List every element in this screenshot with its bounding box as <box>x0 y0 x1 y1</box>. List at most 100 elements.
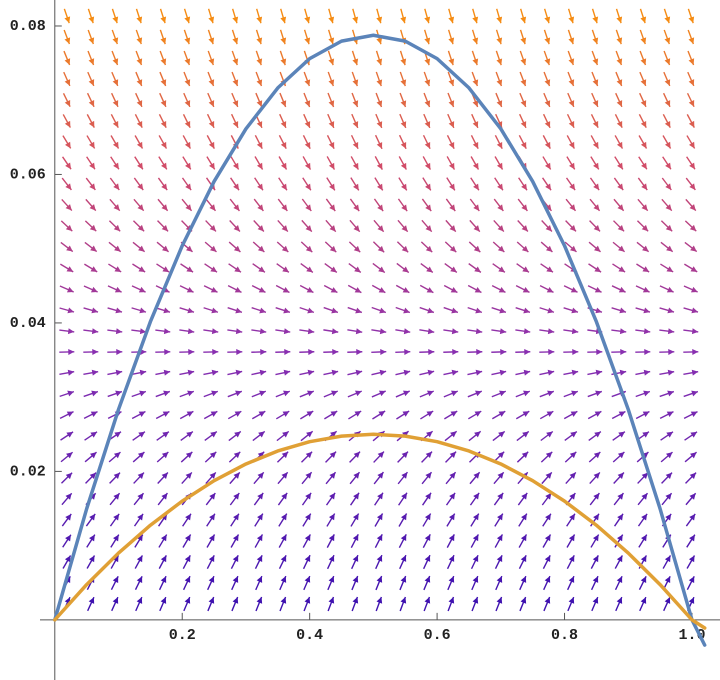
arrow <box>156 263 170 273</box>
arrow-head <box>496 37 503 45</box>
arrow-head <box>547 328 555 335</box>
arrow-head <box>209 493 216 500</box>
arrow <box>663 596 671 612</box>
arrow-head <box>451 369 459 376</box>
arrow <box>687 8 695 24</box>
arrow <box>397 451 409 463</box>
arrow-head <box>475 390 482 397</box>
arrow <box>131 328 147 335</box>
arrow-head <box>594 286 602 293</box>
arrow-head <box>641 204 648 211</box>
arrow-head <box>209 472 216 479</box>
arrow <box>540 451 553 463</box>
arrow-head <box>161 162 167 170</box>
arrow <box>539 390 555 398</box>
arrow-head <box>353 492 360 500</box>
arrow <box>157 492 168 506</box>
arrow <box>467 390 483 398</box>
arrow-head <box>114 431 121 438</box>
arrow-head <box>545 204 552 211</box>
arrow-head <box>65 513 72 521</box>
arrow-head <box>689 224 697 232</box>
arrow <box>468 430 482 442</box>
arrow <box>683 348 699 355</box>
arrow <box>543 50 551 66</box>
arrow-head <box>280 100 287 107</box>
arrow-head <box>472 162 479 170</box>
arrow-head <box>256 100 263 107</box>
arrow <box>110 156 120 170</box>
arrow <box>515 390 531 398</box>
arrow <box>563 307 579 314</box>
arrow-head <box>547 390 554 397</box>
arrow <box>251 369 267 376</box>
arrow-head <box>112 576 119 583</box>
arrow-head <box>257 451 265 459</box>
arrow <box>659 410 674 420</box>
arrow-head <box>376 534 383 542</box>
arrow <box>349 471 361 485</box>
arrow <box>349 451 361 463</box>
arrow-head <box>332 348 339 355</box>
arrow-head <box>474 266 481 273</box>
arrow <box>471 29 479 45</box>
arrow <box>684 263 698 273</box>
arrow <box>351 596 359 612</box>
arrow <box>135 596 143 612</box>
arrow <box>398 156 407 170</box>
arrow-head <box>544 58 551 66</box>
arrow-head <box>65 224 73 232</box>
arrow <box>158 156 168 170</box>
arrow-head <box>640 58 647 65</box>
arrow <box>230 177 240 191</box>
arrow-head <box>161 183 168 191</box>
arrow-head <box>401 451 408 458</box>
arrow <box>375 113 383 129</box>
arrow-head <box>329 245 337 253</box>
arrow <box>517 198 528 212</box>
arrow-head <box>664 37 671 45</box>
arrow <box>399 596 407 612</box>
arrow <box>611 328 627 335</box>
arrow <box>107 369 123 376</box>
arrow-head <box>354 266 361 273</box>
arrow-head <box>233 204 240 211</box>
arrow-head <box>451 328 459 335</box>
arrow <box>419 284 434 294</box>
arrow <box>399 575 407 591</box>
arrow-head <box>208 555 215 563</box>
arrow-head <box>112 120 119 128</box>
arrow <box>614 534 624 548</box>
arrow-head <box>258 266 265 273</box>
arrow-head <box>139 390 146 397</box>
arrow-head <box>449 245 457 253</box>
arrow <box>255 50 263 66</box>
arrow-head <box>522 411 530 417</box>
arrow <box>159 29 167 45</box>
arrow-head <box>595 307 602 314</box>
arrow <box>471 71 479 87</box>
arrow <box>542 156 552 170</box>
arrow <box>637 198 649 212</box>
arrow-head <box>545 513 551 521</box>
arrow <box>587 390 603 398</box>
arrow <box>134 113 143 129</box>
arrow-head <box>113 513 120 521</box>
arrow-head <box>641 162 647 170</box>
arrow <box>567 50 575 66</box>
arrow-head <box>689 204 696 211</box>
arrow-head <box>67 369 75 376</box>
arrow <box>587 369 603 376</box>
arrow-head <box>160 100 167 107</box>
arrow <box>540 430 554 442</box>
arrow <box>542 554 551 570</box>
arrow <box>565 177 576 191</box>
arrow-head <box>66 286 74 293</box>
arrow <box>203 410 218 420</box>
arrow <box>565 220 577 232</box>
arrow-head <box>664 79 671 86</box>
arrow <box>443 306 459 314</box>
arrow-head <box>424 513 431 521</box>
arrow-head <box>448 576 455 583</box>
arrow-head <box>424 142 431 149</box>
